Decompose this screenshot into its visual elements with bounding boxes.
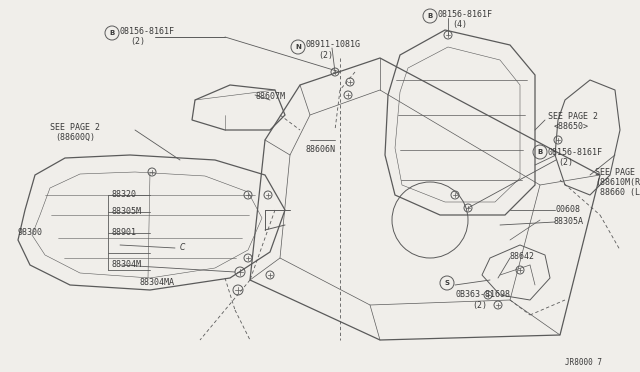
Text: 08911-1081G: 08911-1081G: [306, 40, 361, 49]
Text: (88610M(RH): (88610M(RH): [595, 178, 640, 187]
Text: 0B363-81698: 0B363-81698: [455, 290, 510, 299]
Text: 08156-8161F: 08156-8161F: [548, 148, 603, 157]
Text: C: C: [180, 244, 186, 253]
Text: SEE PAGE 2: SEE PAGE 2: [548, 112, 598, 121]
Text: 88606N: 88606N: [305, 145, 335, 154]
Text: B: B: [428, 13, 433, 19]
Text: SEE PAGE 2: SEE PAGE 2: [50, 123, 100, 132]
Text: 88607M: 88607M: [255, 92, 285, 101]
Text: 88660 (LH): 88660 (LH): [595, 188, 640, 197]
Text: 00608: 00608: [555, 205, 580, 214]
Text: N: N: [295, 44, 301, 50]
Text: (2): (2): [130, 37, 145, 46]
Text: 08156-8161F: 08156-8161F: [438, 10, 493, 19]
Text: (2): (2): [558, 158, 573, 167]
Text: (2): (2): [472, 301, 487, 310]
Text: <88650>: <88650>: [554, 122, 589, 131]
Text: (2): (2): [318, 51, 333, 60]
Text: 88320: 88320: [112, 190, 137, 199]
Text: 98300: 98300: [18, 228, 43, 237]
Text: 88305A: 88305A: [553, 217, 583, 226]
Text: 08156-8161F: 08156-8161F: [120, 27, 175, 36]
Text: S: S: [445, 280, 449, 286]
Text: B: B: [109, 30, 115, 36]
Text: 88642: 88642: [510, 252, 535, 261]
Text: SEE PAGE 2: SEE PAGE 2: [595, 168, 640, 177]
Text: B: B: [538, 149, 543, 155]
Text: (4): (4): [452, 20, 467, 29]
Text: 88305M: 88305M: [112, 207, 142, 216]
Text: 88901: 88901: [112, 228, 137, 237]
Text: (88600Q): (88600Q): [55, 133, 95, 142]
Text: 88304M: 88304M: [112, 260, 142, 269]
Text: JR8000 7: JR8000 7: [565, 358, 602, 367]
Text: 88304MA: 88304MA: [140, 278, 175, 287]
